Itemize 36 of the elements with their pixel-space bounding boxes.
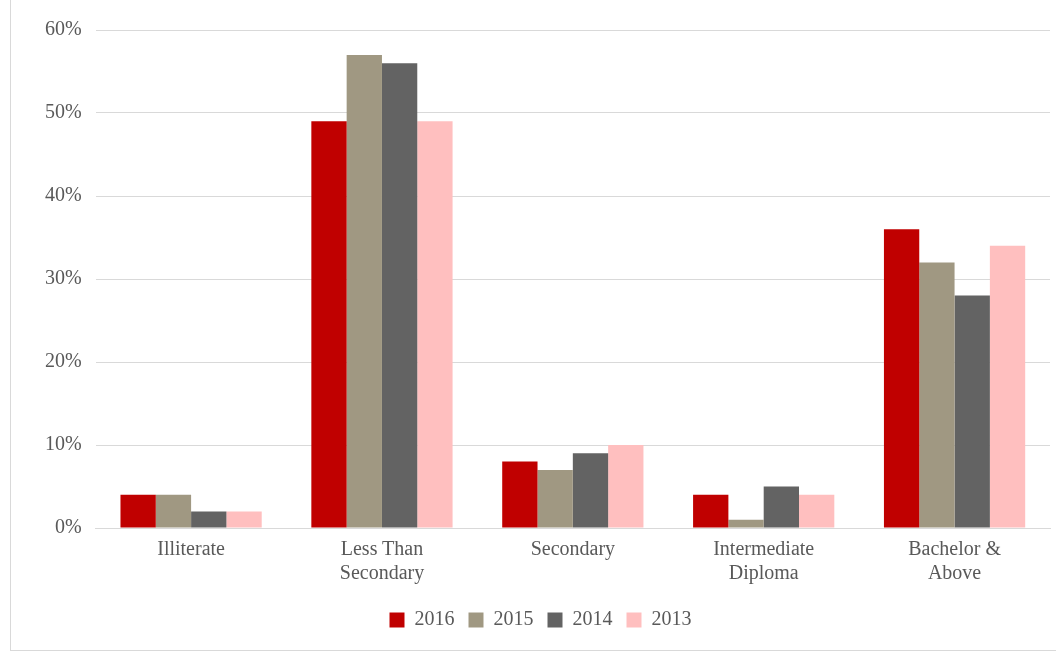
bar	[155, 494, 192, 528]
y-tick-label: 30%	[44, 266, 82, 289]
bar	[417, 121, 453, 528]
x-tick-label: Less Than Secondary	[339, 537, 425, 585]
bar	[799, 494, 835, 528]
bar	[537, 469, 573, 528]
bar	[954, 295, 990, 528]
y-tick-label: 10%	[44, 432, 82, 455]
legend-label: 2016	[414, 607, 455, 630]
y-tick-label: 20%	[44, 349, 82, 372]
bar	[608, 445, 644, 528]
bar	[693, 494, 729, 528]
bar	[989, 245, 1026, 528]
x-tick-label: Illiterate	[157, 537, 226, 560]
y-tick-label: 40%	[44, 183, 82, 206]
x-tick-label: Secondary	[530, 537, 616, 561]
legend-label: 2013	[651, 607, 692, 630]
bar	[120, 494, 156, 528]
bar	[346, 54, 382, 528]
bar	[502, 461, 538, 528]
bar	[728, 519, 764, 528]
x-tick-label: Bachelor & Above	[908, 537, 1002, 584]
bar	[381, 63, 418, 528]
y-tick-label: 0%	[54, 515, 82, 538]
y-tick-label: 60%	[44, 17, 82, 40]
bar	[191, 511, 227, 528]
bar	[572, 453, 609, 528]
bar	[226, 511, 262, 528]
x-tick-label: Intermediate Diploma	[713, 537, 815, 585]
y-tick-label: 50%	[44, 100, 82, 123]
bar	[919, 262, 955, 528]
legend-label: 2014	[572, 607, 613, 630]
bar	[311, 121, 347, 528]
legend-label: 2015	[493, 607, 534, 630]
bar	[883, 229, 920, 528]
bar	[763, 486, 800, 528]
